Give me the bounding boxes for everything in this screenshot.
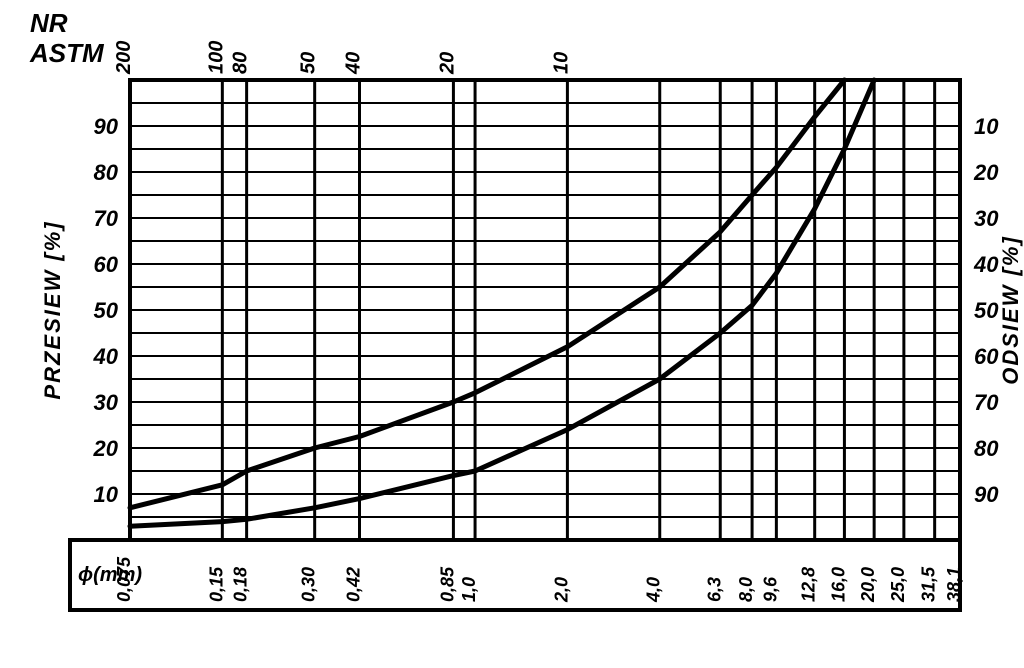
x-top-tick-label: 80 <box>230 52 252 74</box>
y-right-tick-label: 10 <box>974 114 999 139</box>
x-top-tick-label: 20 <box>436 52 458 75</box>
y-left-tick-label: 60 <box>94 252 119 277</box>
x-bottom-tick-label: 1,0 <box>459 577 479 602</box>
lower-curve <box>130 80 874 526</box>
x-bottom-tick-label: 25,0 <box>888 567 908 603</box>
x-top-tick-label: 200 <box>113 41 135 75</box>
y-right-tick-label: 60 <box>974 344 999 369</box>
y-left-tick-label: 70 <box>94 206 119 231</box>
x-bottom-tick-label: 16,0 <box>828 567 848 602</box>
y-right-tick-label: 80 <box>974 436 999 461</box>
x-bottom-tick-label: 12,8 <box>799 567 819 602</box>
x-bottom-tick-label: 2,0 <box>551 577 571 603</box>
x-bottom-tick-label: 31,5 <box>919 566 939 602</box>
x-bottom-tick-label: 6,3 <box>704 577 724 602</box>
x-top-tick-label: 10 <box>550 52 572 74</box>
x-bottom-tick-label: 20,0 <box>858 567 878 603</box>
y-right-tick-label: 90 <box>974 482 999 507</box>
x-top-tick-label: 40 <box>343 52 365 75</box>
y-right-tick-label: 70 <box>974 390 999 415</box>
y-right-axis-label: ODSIEW [%] <box>998 235 1023 385</box>
y-left-tick-label: 30 <box>94 390 119 415</box>
x-bottom-tick-label: 8,0 <box>736 577 756 602</box>
y-left-tick-label: 90 <box>94 114 119 139</box>
y-right-tick-label: 20 <box>973 160 999 185</box>
y-left-tick-label: 80 <box>94 160 119 185</box>
y-left-tick-label: 40 <box>93 344 119 369</box>
x-label-band <box>70 540 960 610</box>
y-right-tick-label: 40 <box>973 252 999 277</box>
upper-curve <box>130 80 844 508</box>
y-left-axis-label: PRZESIEW [%] <box>40 220 65 399</box>
x-top-tick-label: 50 <box>298 52 320 74</box>
y-right-tick-label: 30 <box>974 206 999 231</box>
x-bottom-tick-label: 0,85 <box>437 566 457 602</box>
x-bottom-axis-label: ϕ(mm) <box>78 564 142 586</box>
x-bottom-tick-label: 0,42 <box>344 567 364 602</box>
x-top-tick-label: 100 <box>205 41 227 74</box>
x-bottom-tick-label: 9,6 <box>760 576 780 602</box>
top-label-astm: ASTM <box>29 38 105 68</box>
x-bottom-tick-label: 38,1 <box>944 567 964 602</box>
x-bottom-tick-label: 0,30 <box>299 567 319 602</box>
sieve-gradation-chart: 10 20 30 40 50 60 70 80 90 10 20 30 40 50 60 70 80 90 PRZE… <box>0 0 1024 668</box>
top-label-nr: NR <box>30 8 68 38</box>
y-left-tick-label: 10 <box>94 482 119 507</box>
y-left-tick-label: 20 <box>93 436 119 461</box>
y-right-tick-label: 50 <box>974 298 999 323</box>
x-bottom-tick-label: 0,18 <box>231 567 251 602</box>
x-bottom-tick-label: 0,15 <box>206 566 226 602</box>
x-bottom-tick-label: 4,0 <box>644 577 664 603</box>
y-left-tick-label: 50 <box>94 298 119 323</box>
